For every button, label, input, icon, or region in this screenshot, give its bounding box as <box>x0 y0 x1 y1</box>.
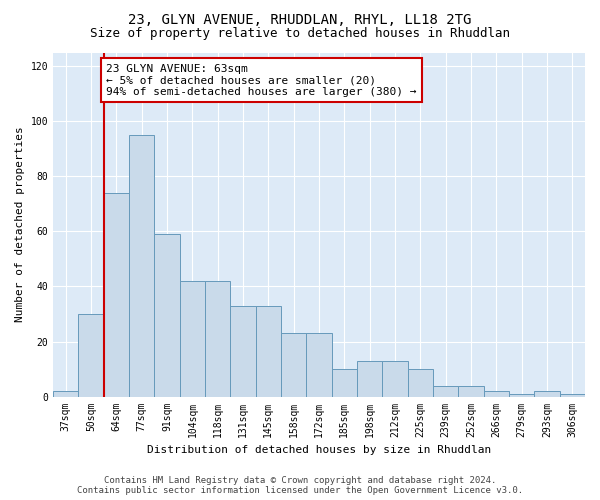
Bar <box>382 361 407 396</box>
X-axis label: Distribution of detached houses by size in Rhuddlan: Distribution of detached houses by size … <box>147 445 491 455</box>
Bar <box>230 306 256 396</box>
Bar <box>281 333 307 396</box>
Bar <box>104 193 129 396</box>
Text: 23, GLYN AVENUE, RHUDDLAN, RHYL, LL18 2TG: 23, GLYN AVENUE, RHUDDLAN, RHYL, LL18 2T… <box>128 12 472 26</box>
Text: Contains HM Land Registry data © Crown copyright and database right 2024.
Contai: Contains HM Land Registry data © Crown c… <box>77 476 523 495</box>
Bar <box>179 281 205 396</box>
Text: Size of property relative to detached houses in Rhuddlan: Size of property relative to detached ho… <box>90 28 510 40</box>
Y-axis label: Number of detached properties: Number of detached properties <box>15 126 25 322</box>
Bar <box>307 333 332 396</box>
Bar <box>129 135 154 396</box>
Bar <box>154 234 179 396</box>
Bar <box>433 386 458 396</box>
Bar <box>560 394 585 396</box>
Bar <box>357 361 382 396</box>
Text: 23 GLYN AVENUE: 63sqm
← 5% of detached houses are smaller (20)
94% of semi-detac: 23 GLYN AVENUE: 63sqm ← 5% of detached h… <box>106 64 417 96</box>
Bar <box>509 394 535 396</box>
Bar <box>79 314 104 396</box>
Bar <box>256 306 281 396</box>
Bar <box>535 391 560 396</box>
Bar <box>458 386 484 396</box>
Bar <box>53 391 79 396</box>
Bar <box>332 369 357 396</box>
Bar <box>484 391 509 396</box>
Bar <box>205 281 230 396</box>
Bar <box>407 369 433 396</box>
